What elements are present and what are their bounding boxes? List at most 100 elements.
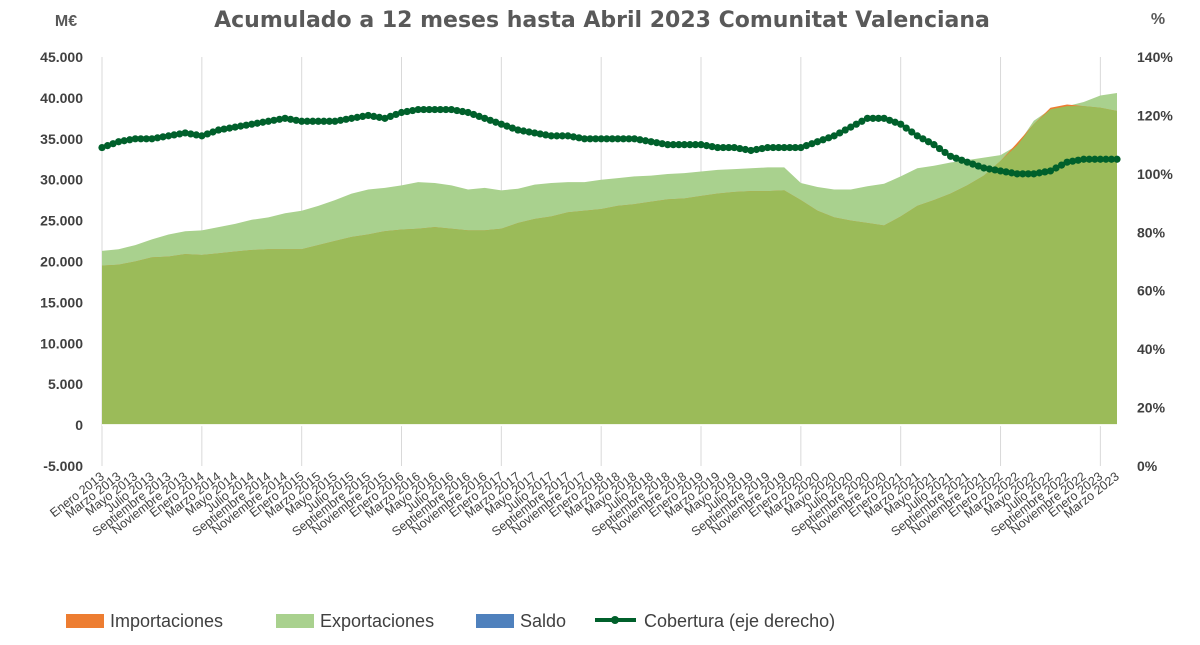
- cobertura-point: [492, 118, 500, 126]
- cobertura-point: [592, 135, 600, 143]
- cobertura-point: [580, 135, 589, 143]
- cobertura-point: [508, 124, 517, 132]
- right-tick-label: 120%: [1137, 107, 1173, 123]
- cobertura-point: [708, 142, 716, 151]
- cobertura-point: [941, 148, 949, 157]
- cobertura-point: [1052, 164, 1060, 172]
- cobertura-point: [908, 128, 916, 136]
- cobertura-point: [115, 138, 123, 146]
- cobertura-point: [542, 131, 550, 139]
- cobertura-point: [586, 135, 594, 143]
- cobertura-point: [281, 114, 289, 122]
- cobertura-point: [885, 116, 894, 124]
- cobertura-point: [198, 132, 206, 140]
- cobertura-point: [320, 117, 328, 125]
- cobertura-point: [453, 106, 461, 115]
- cobertura-point: [1102, 155, 1110, 163]
- cobertura-point: [214, 126, 223, 134]
- cobertura-point: [725, 143, 733, 152]
- cobertura-point: [1074, 156, 1082, 164]
- cobertura-point: [996, 167, 1005, 175]
- cobertura-point: [658, 140, 666, 148]
- cobertura-point: [409, 106, 417, 115]
- cobertura-point: [786, 143, 794, 152]
- cobertura-point: [863, 114, 872, 122]
- cobertura-point: [919, 135, 927, 143]
- cobertura-point: [597, 135, 605, 143]
- cobertura-point: [653, 139, 661, 147]
- cobertura-point: [824, 134, 833, 142]
- cobertura-point: [935, 144, 944, 153]
- cobertura-point: [714, 143, 722, 152]
- cobertura-point: [264, 117, 272, 125]
- cobertura-point: [131, 135, 139, 143]
- cobertura-point: [636, 136, 644, 144]
- cobertura-point: [847, 123, 855, 131]
- cobertura-point: [958, 156, 966, 164]
- cobertura-point: [902, 124, 910, 132]
- cobertura-point: [780, 143, 788, 152]
- cobertura-point: [813, 138, 822, 146]
- cobertura-point: [758, 144, 766, 153]
- cobertura-point: [164, 132, 173, 140]
- cobertura-point: [775, 143, 783, 152]
- left-tick-label: 20.000: [40, 254, 83, 270]
- cobertura-point: [564, 132, 572, 140]
- cobertura-point: [802, 142, 810, 150]
- cobertura-point: [142, 135, 150, 143]
- cobertura-point: [969, 160, 977, 168]
- cobertura-point: [381, 114, 389, 122]
- cobertura-point: [769, 143, 777, 152]
- cobertura-point: [1019, 170, 1027, 178]
- cobertura-point: [259, 118, 267, 126]
- cobertura-point: [791, 143, 799, 152]
- cobertura-point: [103, 142, 112, 150]
- cobertura-point: [292, 116, 300, 124]
- cobertura-point: [192, 131, 200, 139]
- cobertura-point: [237, 122, 245, 130]
- cobertura-point: [730, 143, 738, 152]
- cobertura-point: [503, 122, 511, 130]
- cobertura-point: [336, 116, 345, 124]
- cobertura-point: [153, 134, 162, 142]
- cobertura-point: [531, 129, 539, 137]
- cobertura-point: [431, 105, 439, 114]
- cobertura-point: [514, 126, 522, 134]
- cobertura-point: [286, 115, 295, 123]
- cobertura-point: [1035, 169, 1043, 177]
- cobertura-point: [1113, 155, 1121, 163]
- cobertura-point: [736, 144, 744, 153]
- cobertura-point: [209, 128, 217, 136]
- cobertura-point: [370, 112, 378, 121]
- cobertura-point: [203, 130, 211, 138]
- cobertura-point: [303, 117, 311, 125]
- cobertura-point: [1063, 158, 1071, 166]
- cobertura-point: [481, 114, 489, 122]
- cobertura-point: [952, 154, 960, 162]
- cobertura-point: [148, 135, 156, 143]
- right-tick-label: 100%: [1137, 166, 1173, 182]
- cobertura-point: [1041, 168, 1049, 176]
- legend-swatch-importaciones: [66, 614, 104, 628]
- cobertura-point: [608, 135, 616, 143]
- right-tick-label: 140%: [1137, 49, 1173, 65]
- cobertura-point: [553, 132, 561, 140]
- cobertura-point: [569, 133, 578, 141]
- cobertura-point: [397, 108, 406, 117]
- cobertura-point: [747, 146, 755, 155]
- right-tick-label: 0%: [1137, 458, 1158, 474]
- cobertura-point: [536, 130, 544, 138]
- cobertura-point: [176, 130, 184, 138]
- left-axis-unit: M€: [55, 13, 77, 30]
- cobertura-point: [630, 135, 639, 143]
- cobertura-point: [558, 132, 566, 140]
- right-tick-label: 80%: [1137, 224, 1166, 240]
- cobertura-point: [963, 158, 971, 166]
- cobertura-point: [1013, 170, 1021, 178]
- cobertura-point: [425, 105, 433, 114]
- cobertura-point: [575, 134, 583, 142]
- cobertura-point: [120, 137, 128, 145]
- cobertura-point: [225, 124, 234, 132]
- cobertura-point: [1085, 155, 1093, 163]
